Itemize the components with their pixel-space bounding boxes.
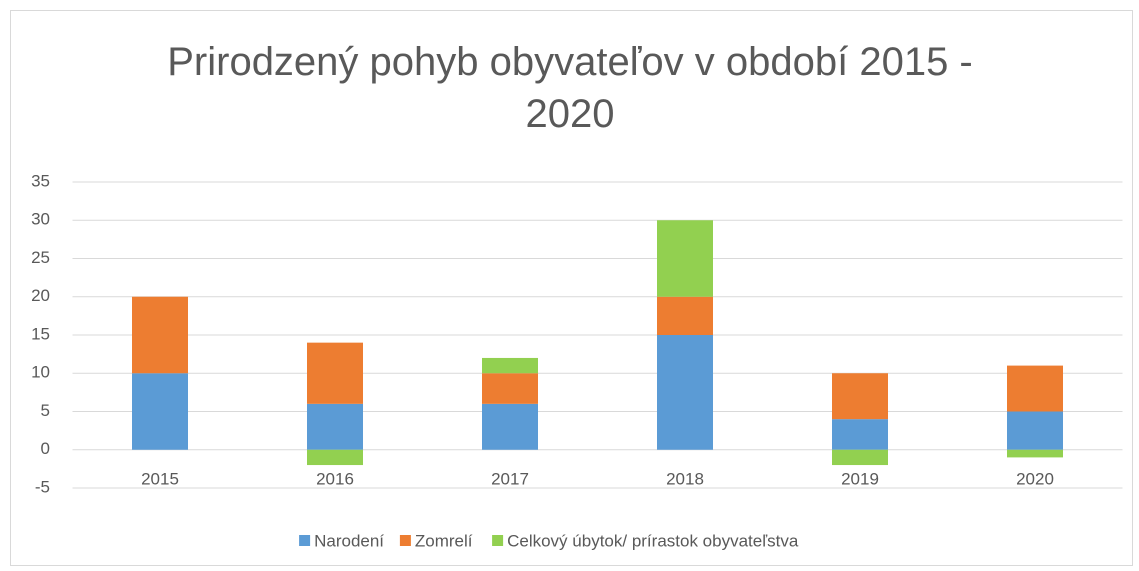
y-tick-label: 15 [31,324,50,343]
bar-segment [832,419,888,450]
bar-segment [1007,365,1063,412]
legend-swatch [299,535,311,546]
bar-segment [132,373,188,450]
bar-segment [657,335,713,450]
bar-segment [132,296,188,374]
bar-segment [657,220,713,297]
chart-border [10,10,1133,566]
x-tick-label: 2019 [841,469,879,488]
chart-title: Prirodzený pohyb obyvateľov v období 201… [167,40,973,136]
x-tick-label: 2018 [666,469,704,488]
y-tick-label: 0 [41,439,50,458]
y-tick-label: 30 [31,210,50,229]
y-tick-label: 20 [31,286,50,305]
y-tick-label: 35 [31,171,50,190]
y-tick-label: 10 [31,363,50,382]
x-tick-label: 2015 [141,469,179,488]
bar-segment [1007,449,1063,458]
bar-segment [482,357,538,374]
bar-segment [1007,411,1063,450]
bar-segment [832,449,888,466]
legend-label: Celkový úbytok/ prírastok obyvateľstva [507,531,799,550]
bar-segment [482,373,538,404]
y-tick-label: 25 [31,248,50,267]
bar-segment [307,403,363,450]
bar-segment [307,342,363,404]
x-tick-label: 2020 [1016,469,1054,488]
legend-swatch [399,535,411,546]
bar-segment [657,296,713,335]
y-tick-label: 5 [41,401,50,420]
bar-segment [832,373,888,420]
legend-label: Zomrelí [415,531,473,550]
legend-label: Narodení [314,531,384,550]
bar-segment [482,403,538,450]
legend-swatch [492,535,504,546]
x-tick-label: 2016 [316,469,354,488]
bar-segment [307,449,363,466]
x-tick-label: 2017 [491,469,529,488]
y-tick-label: -5 [35,477,50,496]
